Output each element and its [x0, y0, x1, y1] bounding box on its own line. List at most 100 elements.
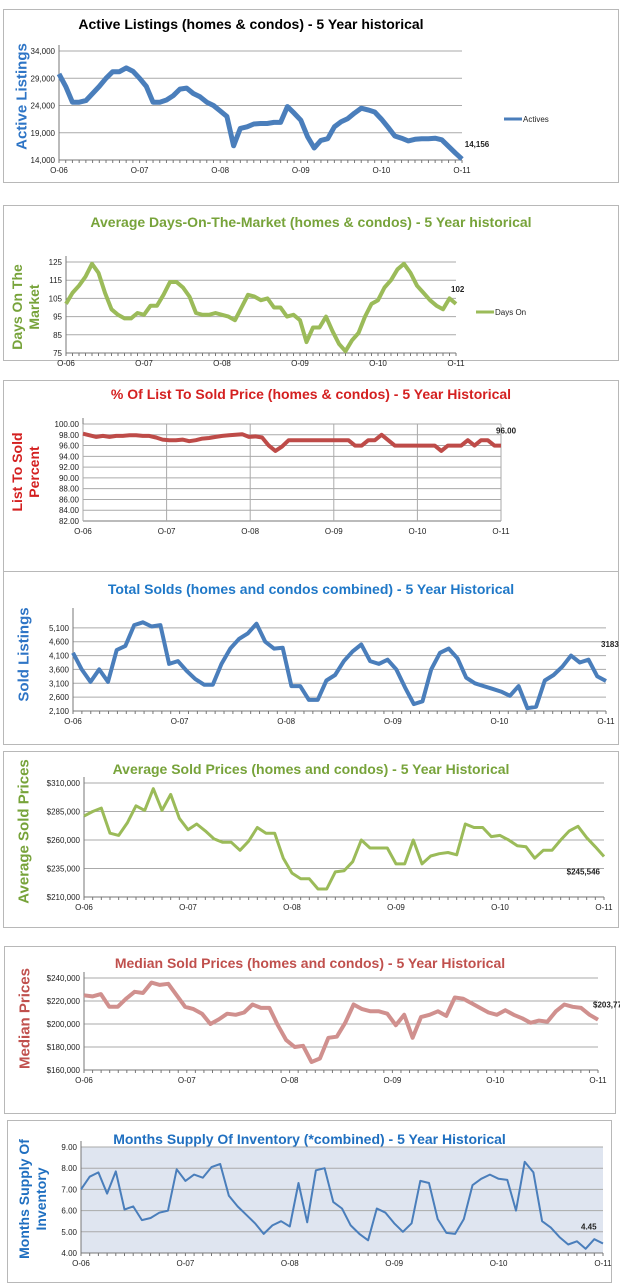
x-tick-label: O-10 [490, 1259, 508, 1268]
y-tick-label: 98.00 [59, 431, 80, 440]
y-tick-label: 85 [53, 331, 62, 340]
plot-svg: 75 85 95 105 115 125 O-06 O-07 O-08 O-09 O-10 O-11 1… [49, 256, 526, 368]
y-tick-label: 105 [49, 294, 63, 303]
y-tick-label: 24,000 [31, 102, 56, 111]
y-tick-label: 4,600 [49, 638, 70, 647]
series-line [71, 620, 607, 711]
x-tick-label: O-10 [409, 527, 427, 536]
x-tick-label: O-07 [131, 166, 149, 175]
y-tick-label: $260,000 [47, 836, 81, 845]
series-line [82, 431, 501, 453]
y-tick-label: 4,100 [49, 652, 70, 661]
chart-title: Average Sold Prices (homes and condos) -… [112, 761, 510, 777]
x-tick-label: O-11 [594, 1259, 612, 1268]
y-tick-label: 4.00 [61, 1249, 77, 1258]
x-tick-label: O-09 [384, 717, 402, 726]
y-tick-label: 94.00 [59, 452, 80, 461]
y-tick-label: 5.00 [61, 1228, 77, 1237]
x-tick-label: O-06 [64, 717, 82, 726]
x-tick-label: O-07 [135, 359, 153, 368]
y-tick-label: 8.00 [61, 1164, 77, 1173]
x-tick-label: O-11 [589, 1076, 607, 1085]
end-value-label: 96.00 [496, 427, 517, 436]
x-tick-label: O-06 [75, 903, 93, 912]
x-tick-label: O-08 [211, 166, 229, 175]
y-tick-label: $285,000 [47, 808, 81, 817]
plot-svg: 82.0084.0086.0088.0090.0092.0094.0096.00… [55, 418, 517, 536]
x-tick-label: O-11 [453, 166, 471, 175]
y-tick-label: 2,600 [49, 693, 70, 702]
y-tick-label: $235,000 [47, 865, 81, 874]
x-tick-label: O-09 [387, 903, 405, 912]
x-tick-label: O-11 [595, 903, 613, 912]
y-tick-label: $160,000 [47, 1066, 81, 1075]
y-tick-label: 115 [49, 276, 62, 285]
y-tick-label: 90.00 [59, 474, 80, 483]
average-sold-prices-chart: Average Sold Prices (homes and condos) -… [3, 751, 619, 928]
chart-title: Median Sold Prices (homes and condos) - … [114, 955, 506, 971]
x-tick-label: O-06 [72, 1259, 90, 1268]
legend-label: Actives [523, 115, 549, 124]
x-tick-label: O-09 [325, 527, 343, 536]
x-tick-label: O-08 [281, 1259, 299, 1268]
y-tick-label: 84.00 [59, 506, 80, 515]
x-tick-label: O-07 [179, 903, 197, 912]
y-tick-label: 3,600 [49, 665, 70, 674]
months-supply-chart: Months Supply Of Inventory (*combined) -… [7, 1120, 612, 1283]
y-tick-label: 86.00 [59, 495, 80, 504]
x-tick-label: O-07 [177, 1259, 195, 1268]
y-tick-label: 5,100 [49, 624, 70, 633]
end-value-label: 3183 [601, 640, 619, 649]
y-tick-label: 96.00 [59, 442, 80, 451]
y-tick-label: $310,000 [47, 779, 81, 788]
end-value-label: 14,156 [465, 140, 490, 149]
chart-title: Months Supply Of Inventory (*combined) -… [113, 1131, 506, 1147]
x-tick-label: O-10 [491, 903, 509, 912]
x-tick-label: O-07 [171, 717, 189, 726]
x-tick-label: O-08 [277, 717, 295, 726]
x-tick-label: O-07 [158, 527, 176, 536]
legend-label: Days On [495, 308, 526, 317]
end-value-label: 102 [451, 285, 465, 294]
y-tick-label: $220,000 [47, 997, 81, 1006]
y-tick-label: 75 [53, 349, 62, 358]
series-line [83, 787, 606, 891]
y-tick-label: 34,000 [31, 47, 56, 56]
series-line [64, 261, 458, 354]
x-tick-label: O-06 [50, 166, 68, 175]
x-tick-label: O-09 [385, 1259, 403, 1268]
y-tick-label: 9.00 [61, 1143, 77, 1152]
y-tick-label: 6.00 [61, 1207, 77, 1216]
end-value-label: 4.45 [581, 1222, 597, 1231]
y-tick-label: 82.00 [59, 517, 80, 526]
x-tick-label: O-07 [178, 1076, 196, 1085]
series-line [80, 1160, 604, 1250]
y-tick-label: 95 [53, 313, 62, 322]
x-tick-label: O-10 [373, 166, 391, 175]
y-tick-label: 7.00 [61, 1185, 77, 1194]
x-tick-label: O-09 [291, 359, 309, 368]
chart-title: % Of List To Sold Price (homes & condos)… [110, 386, 512, 402]
series-line [83, 980, 600, 1064]
x-tick-label: O-11 [492, 527, 510, 536]
active-listings-chart: Active Listings (homes & condos) - 5 Yea… [3, 9, 619, 183]
y-tick-label: 2,100 [49, 707, 70, 716]
plot-svg: $160,000 $180,000 $200,000 $220,000 $240,000… [47, 972, 620, 1085]
x-tick-label: O-11 [597, 717, 615, 726]
total-solds-chart: Total Solds (homes and condos combined) … [3, 571, 619, 745]
plot-svg: $210,000 $235,000 $260,000 $285,000 $310,000… [47, 777, 613, 912]
x-tick-label: O-08 [281, 1076, 299, 1085]
y-tick-label: $180,000 [47, 1043, 81, 1052]
x-tick-label: O-08 [241, 527, 259, 536]
x-tick-label: O-06 [57, 359, 75, 368]
x-tick-label: O-10 [486, 1076, 504, 1085]
end-value-label: $203,773 [593, 1001, 620, 1010]
y-tick-label: 19,000 [31, 129, 56, 138]
chart-title: Total Solds (homes and condos combined) … [107, 581, 515, 597]
chart-title: Average Days-On-The-Market (homes & cond… [90, 214, 532, 230]
median-sold-prices-chart: Median Sold Prices (homes and condos) - … [4, 946, 620, 1114]
series-line [56, 65, 464, 161]
y-tick-label: 3,100 [49, 679, 70, 688]
plot-background [81, 1147, 603, 1253]
x-tick-label: O-08 [283, 903, 301, 912]
